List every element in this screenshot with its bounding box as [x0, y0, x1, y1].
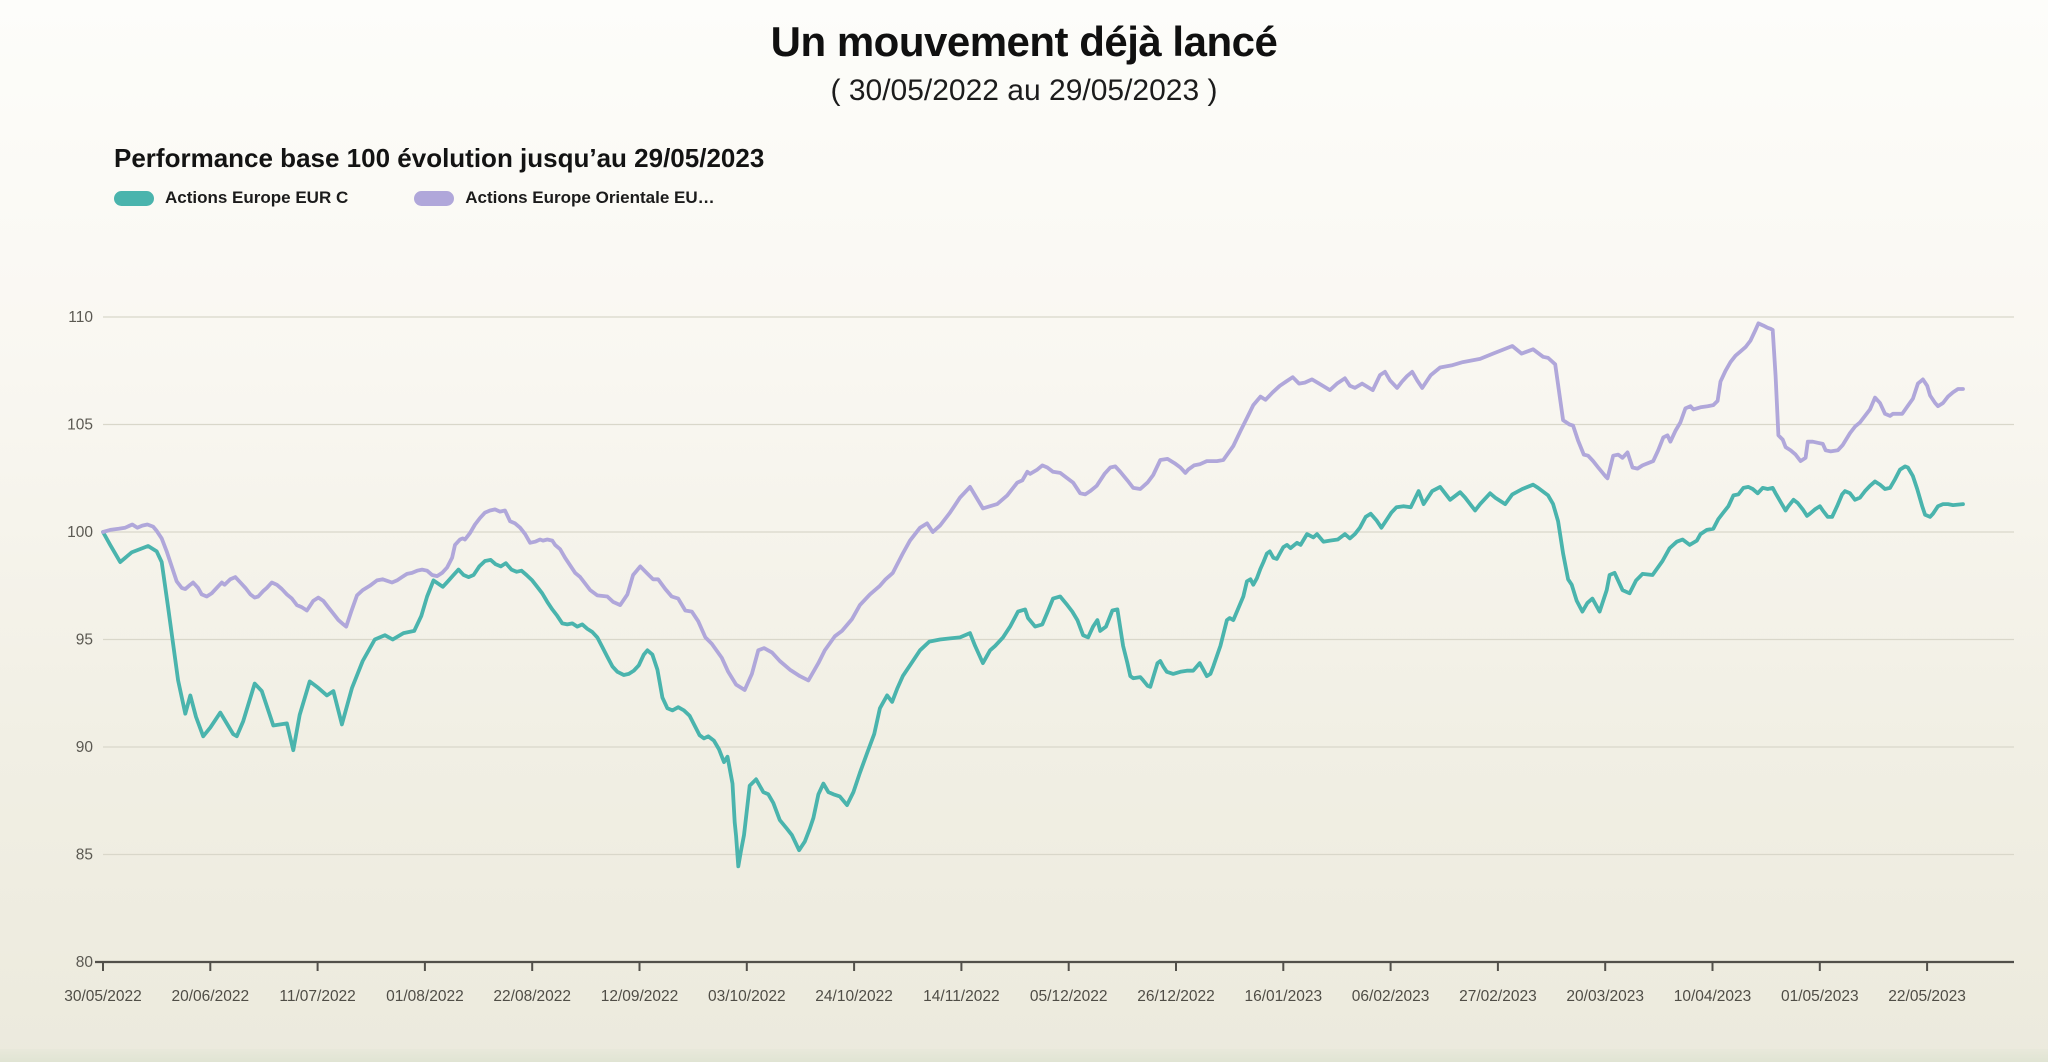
- x-tick-label: 06/02/2023: [1352, 988, 1430, 1005]
- x-tick-label: 26/12/2022: [1137, 988, 1215, 1005]
- x-tick-label: 01/05/2023: [1781, 988, 1859, 1005]
- x-tick-label: 14/11/2022: [923, 988, 999, 1005]
- series-line-1[interactable]: [101, 321, 1965, 692]
- x-tick-label: 01/08/2022: [386, 988, 464, 1005]
- legend-item-actions-europe-orientale[interactable]: Actions Europe Orientale EU…: [414, 188, 715, 208]
- legend-item-actions-europe[interactable]: Actions Europe EUR C: [114, 188, 348, 208]
- chart-title: Performance base 100 évolution jusqu’au …: [114, 143, 765, 173]
- y-tick-label: 105: [67, 417, 93, 434]
- x-tick-label: 16/01/2023: [1245, 988, 1323, 1005]
- chart-legend: Actions Europe EUR C Actions Europe Orie…: [114, 188, 715, 208]
- x-tick-label: 30/05/2022: [64, 988, 142, 1005]
- legend-swatch-purple-icon: [414, 190, 455, 206]
- x-tick-label: 11/07/2022: [279, 988, 355, 1005]
- x-tick-label: 22/08/2022: [493, 988, 571, 1005]
- y-tick-label: 85: [76, 847, 93, 864]
- x-tick-label: 20/06/2022: [172, 988, 250, 1005]
- legend-label-actions-europe-orientale: Actions Europe Orientale EU…: [465, 188, 715, 207]
- x-tick-label: 12/09/2022: [601, 988, 679, 1005]
- legend-label-actions-europe: Actions Europe EUR C: [165, 188, 349, 207]
- page-title: Un mouvement déjà lancé: [770, 18, 1278, 65]
- y-tick-label: 100: [67, 524, 93, 541]
- legend-swatch-teal-icon: [114, 190, 154, 206]
- x-tick-label: 22/05/2023: [1888, 988, 1966, 1005]
- x-tick-label: 05/12/2022: [1030, 988, 1108, 1005]
- x-tick-label: 10/04/2023: [1674, 988, 1752, 1005]
- x-tick-label: 24/10/2022: [815, 988, 893, 1005]
- x-tick-label: 27/02/2023: [1459, 988, 1537, 1005]
- x-tick-label: 20/03/2023: [1566, 988, 1644, 1005]
- y-tick-label: 90: [76, 739, 94, 756]
- footer-strip: [0, 1049, 2048, 1062]
- x-tick-label: 03/10/2022: [708, 988, 786, 1005]
- y-tick-label: 95: [76, 632, 93, 649]
- y-tick-label: 110: [68, 309, 93, 326]
- series-line-0[interactable]: [101, 464, 1965, 869]
- page-subtitle: ( 30/05/2022 au 29/05/2023 ): [830, 74, 1218, 107]
- y-tick-label: 80: [76, 954, 94, 971]
